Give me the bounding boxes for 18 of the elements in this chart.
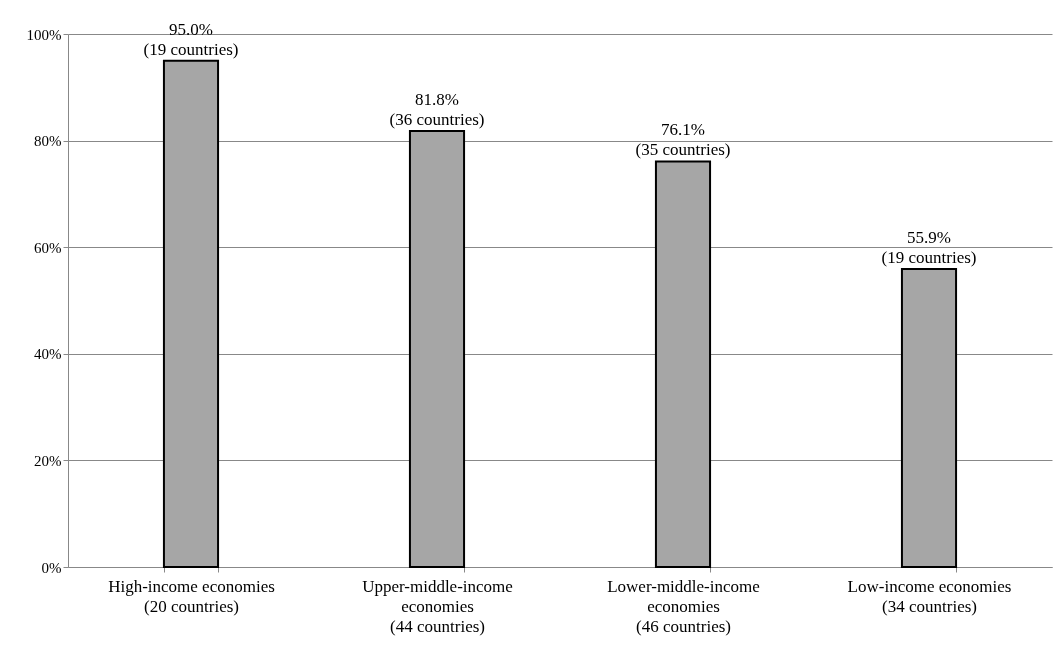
data-label: 55.9% (19 countries) [881, 228, 977, 268]
bar [408, 130, 466, 568]
y-tick-label: 80% [34, 133, 62, 150]
y-tick-label: 40% [34, 346, 62, 363]
y-tick-label: 0% [41, 559, 62, 576]
y-tick-label: 20% [34, 452, 62, 469]
bar [654, 160, 712, 568]
x-tick-label: High-income economies (20 countries) [108, 576, 275, 616]
data-label: 95.0% (19 countries) [143, 19, 239, 59]
bar [162, 59, 220, 568]
x-tick-label: Lower-middle-income economies (46 countries) [607, 576, 760, 636]
y-tick-label: 60% [34, 239, 62, 256]
bar [900, 268, 958, 568]
x-tick-label: Low-income economies (34 countries) [847, 576, 1012, 616]
x-tick-label: Upper-middle-income economies (44 countries) [362, 576, 513, 636]
y-tick-label: 100% [26, 26, 62, 43]
data-label: 76.1% (35 countries) [635, 120, 731, 160]
data-label: 81.8% (36 countries) [389, 90, 485, 130]
